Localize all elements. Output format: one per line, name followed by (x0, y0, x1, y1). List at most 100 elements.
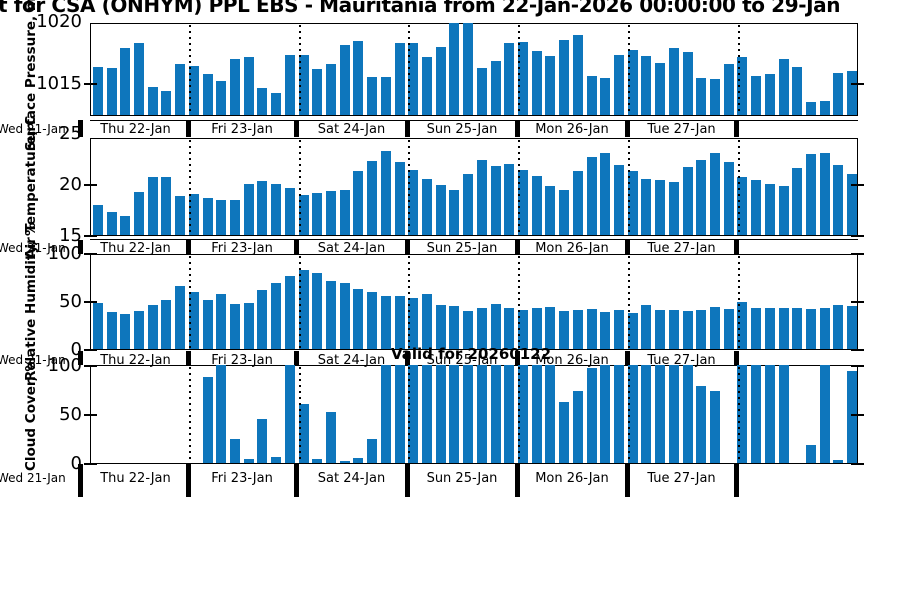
humidity-bar (559, 310, 570, 349)
pressure-bar (723, 64, 734, 115)
temperature-bar (737, 176, 748, 235)
humidity-bar (339, 282, 350, 349)
cloud-cover-bar (627, 365, 638, 463)
temperature-bar (504, 163, 515, 235)
humidity-bar (284, 276, 295, 349)
humidity-bar (833, 304, 844, 349)
day-separator-line (627, 25, 630, 116)
humidity-bar (326, 280, 336, 349)
cloud-cover-bar (202, 376, 213, 463)
temperature-bar (202, 198, 213, 235)
humidity-bar (476, 307, 487, 349)
temperature-bar (819, 153, 830, 235)
humidity-bar (518, 309, 528, 349)
temperature-bar (161, 176, 172, 235)
humidity-bar (614, 309, 624, 349)
pressure-panel (90, 23, 858, 116)
temperature-bar (531, 175, 542, 235)
day-separator-line (189, 256, 191, 350)
temperature-bar (614, 164, 624, 235)
day-label: Fri 23-Jan (211, 353, 273, 368)
cloud-cover-bar (600, 365, 611, 463)
day-label: Sat 24-Jan (317, 241, 386, 256)
pressure-bar (120, 48, 131, 115)
temperature-bar (284, 188, 295, 235)
cloud-cover-bar (710, 391, 720, 463)
temperature-bar (216, 200, 227, 235)
cloud-cover-bar (847, 370, 858, 463)
humidity-bar (792, 307, 803, 349)
cloud-cover-bar (572, 390, 583, 463)
day-tick-mark (78, 120, 83, 137)
pressure-bar (572, 34, 583, 115)
day-tick-mark (624, 120, 630, 137)
temperature-bar (476, 159, 487, 235)
day-label: Sun 25-Jan (426, 122, 498, 137)
temperature-bar (806, 154, 816, 235)
day-separator-line (518, 25, 521, 116)
pressure-bar (326, 64, 336, 115)
temperature-bar (230, 200, 240, 235)
day-separator-line (737, 140, 740, 236)
day-label: Thu 22-Jan (100, 471, 171, 486)
pressure-bar (751, 75, 762, 115)
pressure-bar (655, 63, 666, 115)
pressure-bar (641, 55, 652, 115)
y-tick-left (84, 414, 97, 416)
y-tick-label: 15 (59, 225, 82, 246)
day-tick-mark (404, 120, 410, 137)
humidity-bar (710, 306, 720, 349)
y-tick-left (84, 83, 97, 86)
temperature-bar (764, 184, 775, 235)
temperature-bar (422, 178, 432, 235)
day-separator-line (189, 25, 191, 116)
day-tick-mark (514, 351, 520, 365)
pressure-bar (408, 43, 419, 115)
pressure-bar (367, 76, 378, 115)
cloud-cover-bar (504, 365, 515, 463)
day-tick-mark (78, 351, 83, 365)
day-tick-mark (733, 120, 739, 137)
y-tick-left (84, 235, 97, 237)
humidity-bar (188, 292, 199, 349)
y-tick-right (851, 184, 864, 186)
y-tick-label: 0 (70, 339, 82, 360)
humidity-bar (134, 310, 144, 349)
cloud-cover-bar (696, 385, 707, 463)
y-tick-left (84, 365, 97, 367)
pressure-bar (106, 68, 117, 115)
pressure-bar (380, 76, 391, 115)
temperature-bar (723, 161, 734, 235)
pressure-bar (188, 65, 199, 115)
humidity-bar (764, 307, 775, 349)
pressure-bar (627, 49, 638, 115)
cloud-cover-bar (216, 365, 227, 463)
cloud-cover-bar (559, 402, 570, 463)
humidity-bar (147, 304, 158, 349)
day-tick-mark (514, 120, 520, 137)
pressure-bar (339, 44, 350, 115)
temperature-bar (751, 179, 762, 235)
cloud-cover-bar (476, 365, 487, 463)
humidity-bar (531, 307, 542, 349)
pressure-bar (682, 52, 693, 115)
y-tick-right (851, 235, 864, 237)
cloud-cover-bar (737, 365, 748, 463)
day-separator-line (737, 25, 740, 116)
temperature-bar (367, 160, 378, 235)
pressure-bar (778, 59, 789, 115)
day-separator-line (737, 367, 740, 464)
day-separator-line (627, 140, 630, 236)
humidity-bar (463, 310, 474, 349)
day-tick-mark (185, 351, 191, 365)
pressure-bar (435, 47, 446, 115)
day-separator-line (408, 140, 411, 236)
cloud-cover-bar (614, 365, 624, 463)
temperature-bar (298, 195, 309, 235)
humidity-bar (806, 308, 816, 349)
cloud-cover-bar (586, 367, 597, 463)
humidity-bar (243, 302, 254, 349)
temperature-bar (463, 173, 474, 235)
day-label: Fri 23-Jan (211, 471, 273, 486)
